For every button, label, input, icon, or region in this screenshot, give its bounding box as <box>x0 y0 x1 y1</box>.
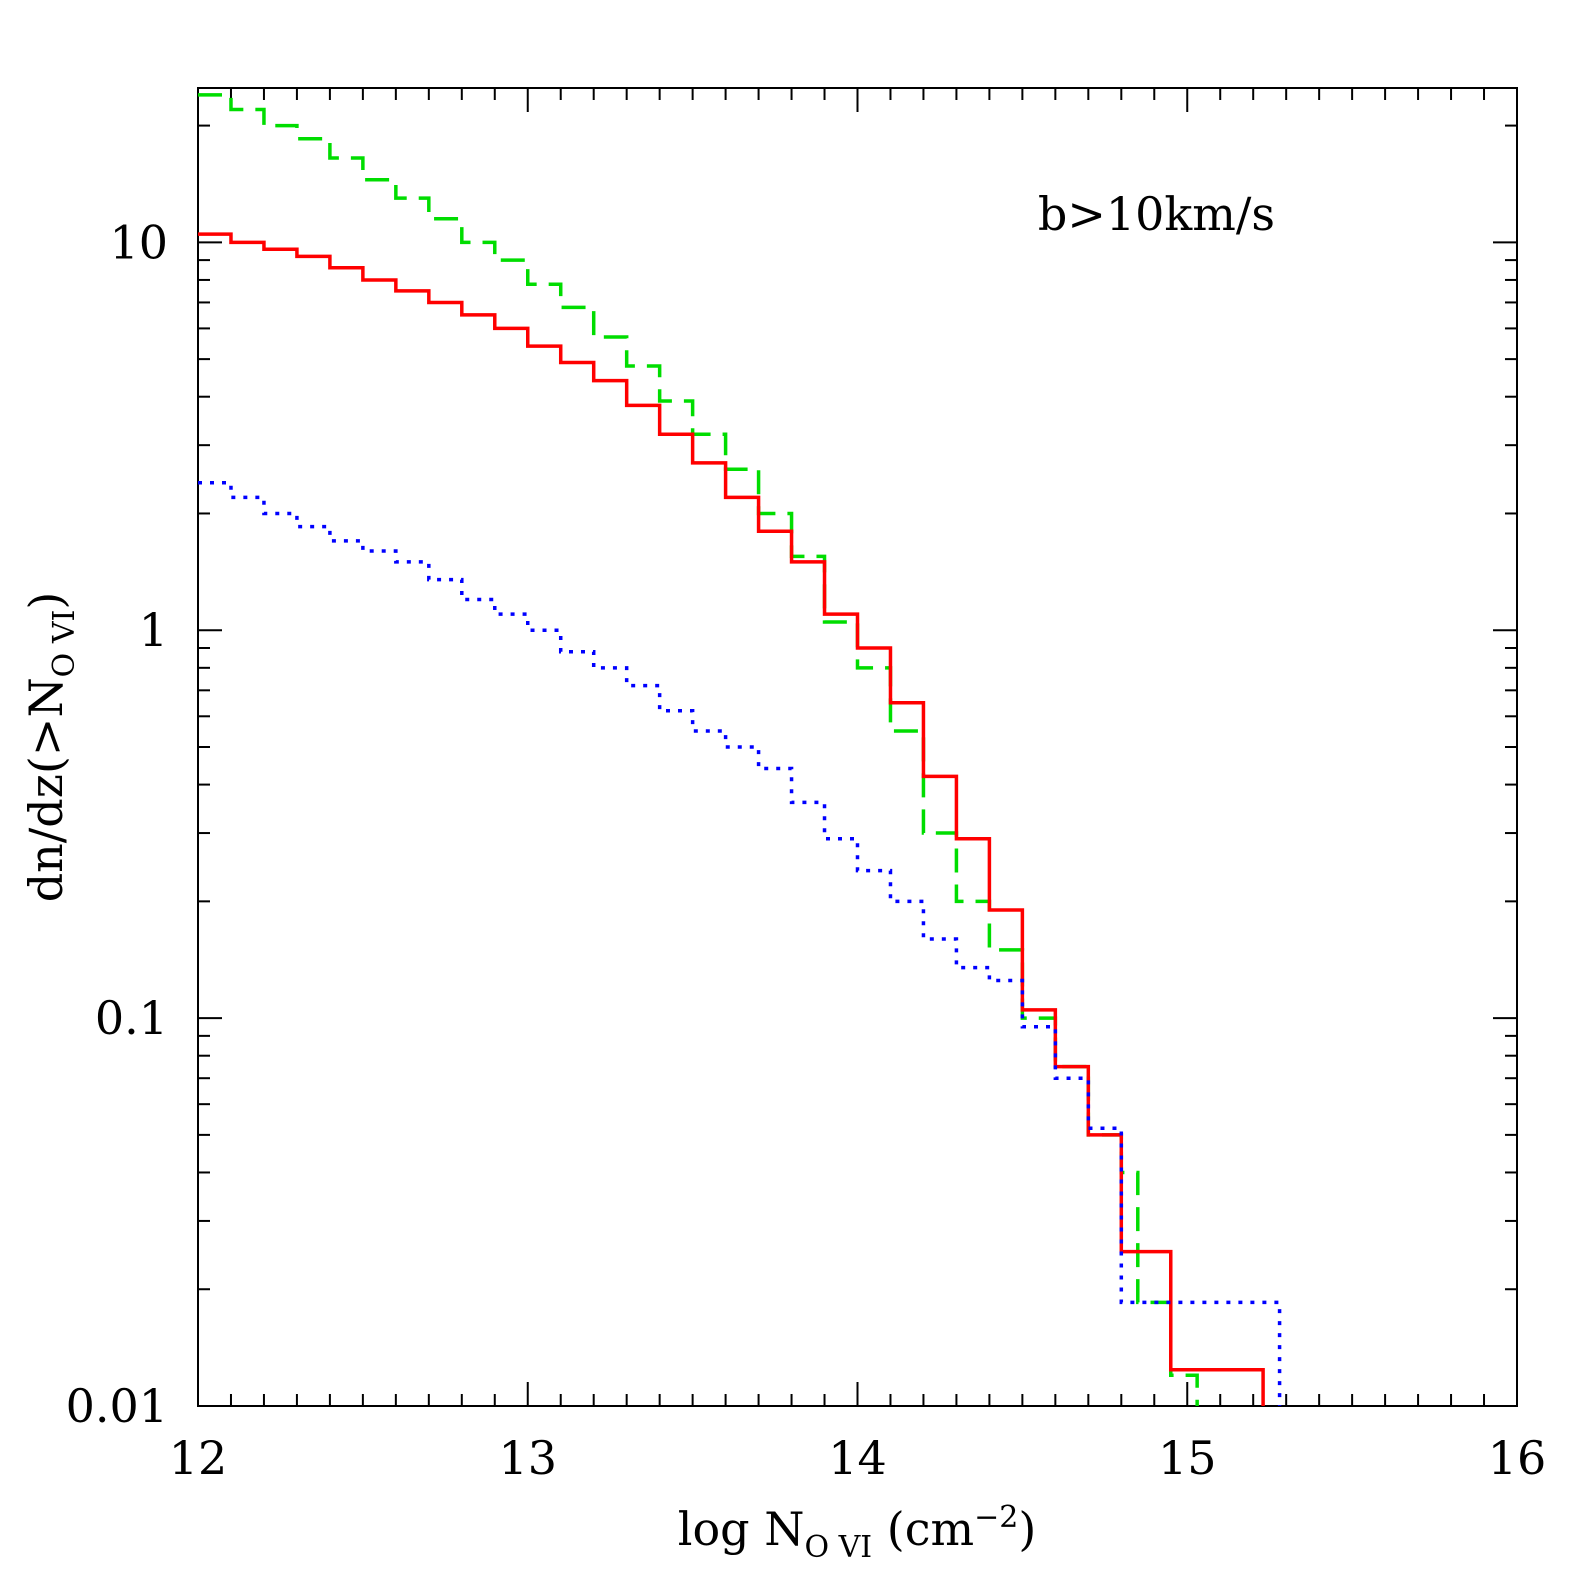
step-line <box>198 481 1282 1406</box>
step-line <box>198 93 1199 1406</box>
x-tick-label: 15 <box>1158 1431 1217 1485</box>
y-tick-label: 0.01 <box>66 1379 168 1433</box>
x-tick-label: 14 <box>828 1431 887 1485</box>
x-tick-label: 12 <box>169 1431 228 1485</box>
x-tick-label: 13 <box>498 1431 557 1485</box>
y-tick-label: 0.1 <box>95 991 168 1045</box>
annotation: b>10km/s <box>1038 187 1275 241</box>
y-tick-label: 10 <box>109 215 168 269</box>
step-line <box>198 232 1265 1406</box>
x-axis-label: log NO VI (cm−2) <box>678 1500 1037 1565</box>
y-tick-label: 1 <box>139 603 168 657</box>
y-axis-label: dn/dz(>NO VI) <box>19 592 82 903</box>
x-tick-label: 16 <box>1488 1431 1547 1485</box>
